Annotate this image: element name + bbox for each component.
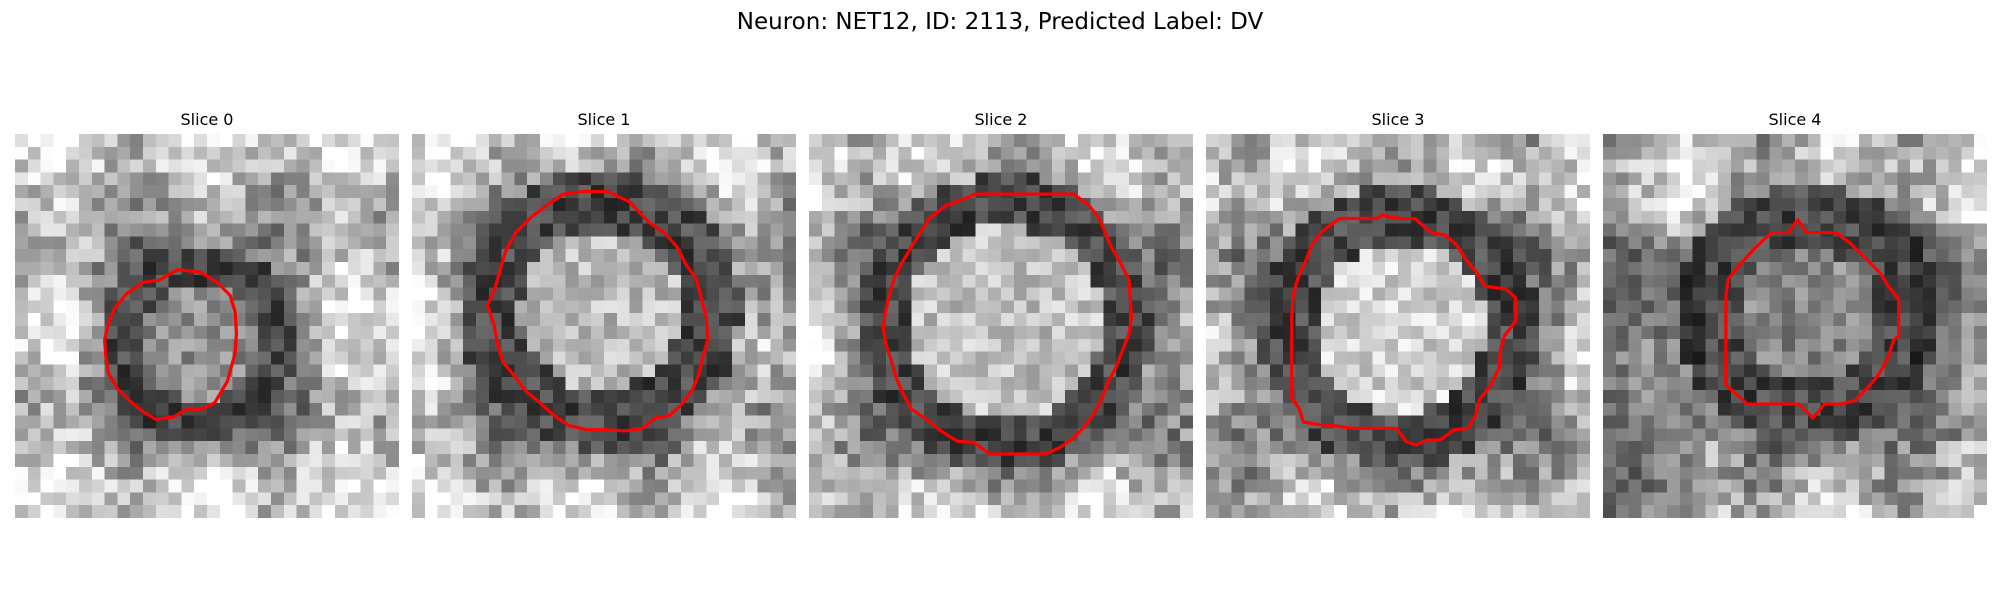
slice-1-microscopy-image [412,134,796,518]
slice-title-1: Slice 1 [577,110,631,129]
slice-title-0: Slice 0 [180,110,234,129]
slice-image-4 [1603,134,1987,518]
slice-image-2 [809,134,1193,518]
slice-title-2: Slice 2 [974,110,1028,129]
slice-3-contour [1290,213,1518,447]
slice-image-3 [1206,134,1590,518]
slice-2-contour [881,192,1134,456]
slice-4-microscopy-image [1603,134,1987,518]
slice-title-4: Slice 4 [1768,110,1822,129]
slice-image-0 [15,134,399,518]
slice-0-contour [103,268,239,422]
slice-1-contour [485,190,710,433]
slice-3-microscopy-image [1206,134,1590,518]
slice-4-contour [1724,218,1901,420]
slice-image-1 [412,134,796,518]
slice-0-microscopy-image [15,134,399,518]
slice-title-3: Slice 3 [1371,110,1425,129]
figure-title: Neuron: NET12, ID: 2113, Predicted Label… [736,9,1264,35]
